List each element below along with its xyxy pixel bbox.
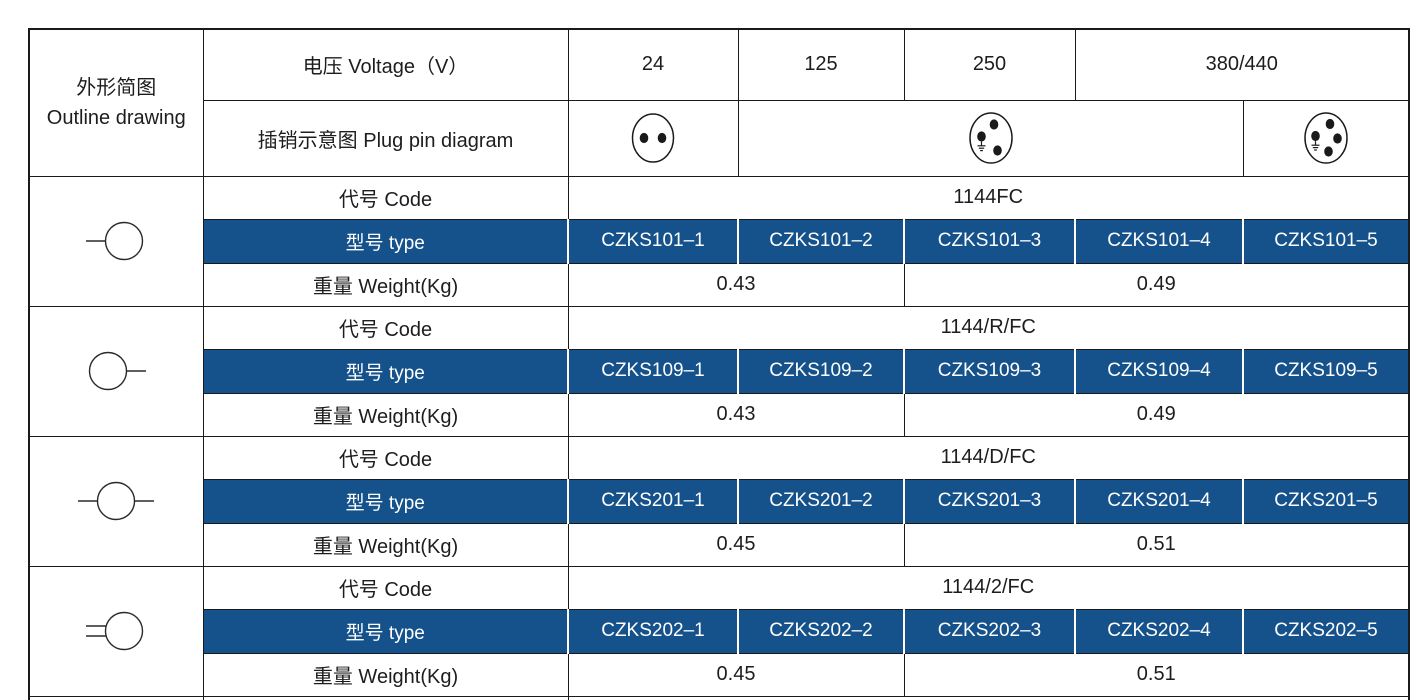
outline-circle-double-line-left-icon	[86, 611, 144, 651]
model-cell: CZKS201–2	[737, 478, 905, 524]
plug-pin-4-icon	[1304, 112, 1348, 164]
model-cell: CZKS101–3	[903, 218, 1076, 264]
weight-value-cell: 0.43	[567, 392, 905, 437]
partial-value-cell	[567, 695, 1410, 700]
plug-spec-table: 外形简图 Outline drawing 电压 Voltage（V） 24 12…	[28, 28, 1410, 700]
outline-header-en: Outline drawing	[46, 106, 186, 129]
outline-circle-line-both-icon	[78, 481, 155, 521]
weight-value-cell: 0.43	[567, 262, 905, 307]
model-cell: CZKS201–1	[567, 478, 739, 524]
voltage-250-cell: 250	[903, 28, 1076, 101]
plug-pin-3-icon	[968, 112, 1013, 164]
model-cell: CZKS202–1	[567, 608, 739, 654]
type-label-cell: 型号 type	[202, 478, 569, 524]
partial-outline-cell	[28, 695, 204, 700]
outline-drawing-cell	[28, 565, 204, 697]
code-label-cell: 代号 Code	[202, 305, 569, 350]
model-cell: CZKS101–2	[737, 218, 905, 264]
outline-drawing-header-cell: 外形简图 Outline drawing	[28, 28, 204, 177]
outline-circle-line-left-icon	[86, 221, 144, 261]
type-label-cell: 型号 type	[202, 348, 569, 394]
weight-value-cell: 0.49	[903, 262, 1410, 307]
outline-header-zh: 外形简图	[76, 76, 157, 99]
model-cell: CZKS202–4	[1074, 608, 1244, 654]
voltage-label-cell: 电压 Voltage（V）	[202, 28, 569, 101]
weight-label-cell: 重量 Weight(Kg)	[202, 652, 569, 697]
weight-value-cell: 0.45	[567, 652, 905, 697]
ground-symbol	[1311, 141, 1320, 151]
type-label-cell: 型号 type	[202, 608, 569, 654]
pin-diagram-2pin-cell	[567, 99, 739, 177]
voltage-380-440-cell: 380/440	[1074, 28, 1410, 101]
code-value-cell: 1144/R/FC	[567, 305, 1410, 350]
model-cell: CZKS202–2	[737, 608, 905, 654]
model-cell: CZKS101–1	[567, 218, 739, 264]
outline-circle-line-right-icon	[89, 351, 147, 391]
model-cell: CZKS201–5	[1242, 478, 1410, 524]
model-cell: CZKS109–4	[1074, 348, 1244, 394]
code-value-cell: 1144FC	[567, 175, 1410, 220]
ground-symbol	[977, 141, 985, 152]
weight-value-cell: 0.45	[567, 522, 905, 567]
pin-diagram-3pin-cell	[737, 99, 1244, 177]
outline-drawing-cell	[28, 435, 204, 567]
outline-drawing-cell	[28, 175, 204, 307]
model-cell: CZKS101–5	[1242, 218, 1410, 264]
pin-diagram-label-cell: 插销示意图 Plug pin diagram	[202, 99, 569, 177]
pin-diagram-4pin-cell	[1242, 99, 1410, 177]
model-cell: CZKS109–2	[737, 348, 905, 394]
model-cell: CZKS202–3	[903, 608, 1076, 654]
weight-label-cell: 重量 Weight(Kg)	[202, 392, 569, 437]
code-label-cell: 代号 Code	[202, 175, 569, 220]
code-label-cell: 代号 Code	[202, 565, 569, 610]
model-cell: CZKS201–4	[1074, 478, 1244, 524]
weight-label-cell: 重量 Weight(Kg)	[202, 522, 569, 567]
model-cell: CZKS109–5	[1242, 348, 1410, 394]
type-label-cell: 型号 type	[202, 218, 569, 264]
code-value-cell: 1144/D/FC	[567, 435, 1410, 480]
model-cell: CZKS109–1	[567, 348, 739, 394]
weight-value-cell: 0.51	[903, 652, 1410, 697]
code-value-cell: 1144/2/FC	[567, 565, 1410, 610]
model-cell: CZKS202–5	[1242, 608, 1410, 654]
weight-value-cell: 0.49	[903, 392, 1410, 437]
model-cell: CZKS101–4	[1074, 218, 1244, 264]
voltage-24-cell: 24	[567, 28, 739, 101]
partial-label-cell	[202, 695, 569, 700]
model-cell: CZKS201–3	[903, 478, 1076, 524]
model-cell: CZKS109–3	[903, 348, 1076, 394]
weight-value-cell: 0.51	[903, 522, 1410, 567]
outline-drawing-cell	[28, 305, 204, 437]
weight-label-cell: 重量 Weight(Kg)	[202, 262, 569, 307]
plug-pin-2-icon	[631, 113, 675, 163]
voltage-125-cell: 125	[737, 28, 905, 101]
code-label-cell: 代号 Code	[202, 435, 569, 480]
